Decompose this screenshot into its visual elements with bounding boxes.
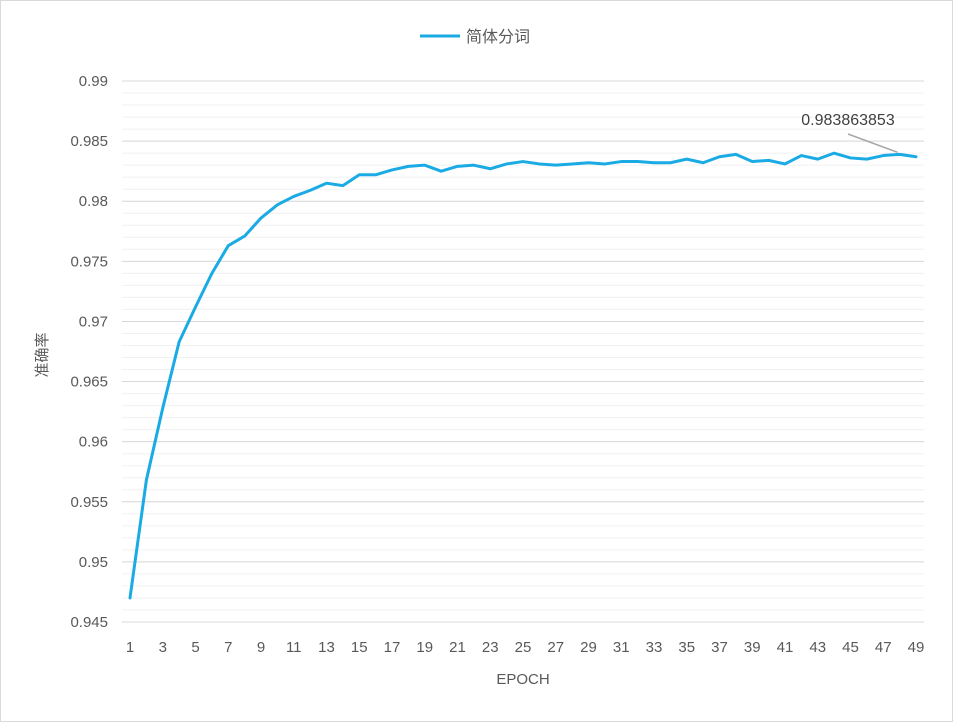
y-tick-label: 0.965: [70, 374, 108, 391]
legend: 简体分词: [420, 28, 530, 46]
x-tick-label: 37: [711, 639, 728, 656]
y-tick-label: 0.95: [79, 554, 108, 571]
x-axis-title: EPOCH: [496, 671, 549, 688]
x-tick-label: 21: [449, 639, 466, 656]
y-axis-title: 准确率: [34, 332, 51, 377]
legend-label: 简体分词: [466, 28, 530, 46]
y-tick-label: 0.975: [70, 253, 108, 270]
x-tick-label: 19: [416, 639, 433, 656]
x-tick-label: 47: [875, 639, 892, 656]
x-tick-label: 7: [224, 639, 232, 656]
annotation-leader: [847, 133, 898, 154]
x-tick-label: 23: [482, 639, 499, 656]
x-tick-label: 5: [191, 639, 199, 656]
x-tick-label: 43: [809, 639, 826, 656]
x-tick-label: 27: [547, 639, 564, 656]
major-gridlines: [122, 80, 924, 623]
x-tick-label: 3: [159, 639, 167, 656]
x-tick-label: 35: [678, 639, 695, 656]
y-axis-tick-labels: 0.945 0.95 0.955 0.96 0.965 0.97 0.975 0.98 0.98…: [70, 73, 108, 631]
x-tick-label: 11: [286, 639, 302, 656]
x-tick-label: 45: [842, 639, 859, 656]
y-tick-label: 0.96: [79, 434, 108, 451]
y-tick-label: 0.985: [70, 133, 108, 150]
x-tick-label: 39: [744, 639, 761, 656]
x-tick-label: 49: [908, 639, 925, 656]
x-tick-label: 31: [613, 639, 630, 656]
annotations: 0.983863853: [801, 112, 898, 154]
x-axis-tick-labels: 1 3 5 7 9 11 13 15 17 19 21 23 25 27 29 31 33 35 37 39 41 43 4…: [126, 639, 925, 656]
y-tick-label: 0.955: [70, 494, 108, 511]
y-tick-label: 0.945: [70, 614, 108, 631]
y-tick-label: 0.99: [79, 73, 108, 90]
series-line: [128, 151, 918, 600]
x-tick-label: 9: [257, 639, 265, 656]
x-tick-label: 33: [646, 639, 663, 656]
y-tick-label: 0.97: [79, 313, 108, 330]
x-tick-label: 15: [351, 639, 368, 656]
x-tick-label: 1: [126, 639, 134, 656]
y-tick-label: 0.98: [79, 193, 108, 210]
x-tick-label: 25: [515, 639, 532, 656]
x-tick-label: 41: [777, 639, 794, 656]
series-group: [128, 151, 918, 600]
annotation-label: 0.983863853: [801, 112, 895, 129]
x-tick-label: 17: [384, 639, 401, 656]
x-tick-label: 29: [580, 639, 597, 656]
x-tick-label: 13: [318, 639, 335, 656]
